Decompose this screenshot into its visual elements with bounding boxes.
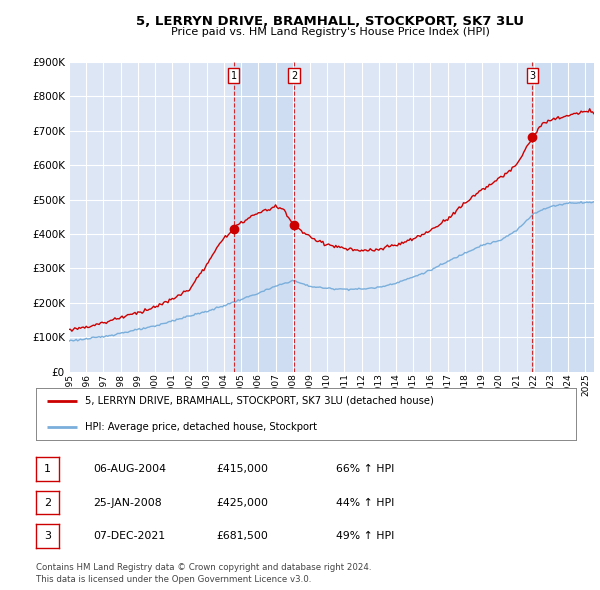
Text: 2: 2 — [44, 498, 51, 507]
Text: 25-JAN-2008: 25-JAN-2008 — [93, 498, 161, 507]
Bar — [532, 62, 594, 372]
Text: This data is licensed under the Open Government Licence v3.0.: This data is licensed under the Open Gov… — [36, 575, 311, 584]
Text: Contains HM Land Registry data © Crown copyright and database right 2024.: Contains HM Land Registry data © Crown c… — [36, 563, 371, 572]
Text: 49% ↑ HPI: 49% ↑ HPI — [336, 531, 394, 540]
Text: 5, LERRYN DRIVE, BRAMHALL, STOCKPORT, SK7 3LU: 5, LERRYN DRIVE, BRAMHALL, STOCKPORT, SK… — [136, 15, 524, 28]
Text: Price paid vs. HM Land Registry's House Price Index (HPI): Price paid vs. HM Land Registry's House … — [170, 27, 490, 37]
Text: £425,000: £425,000 — [216, 498, 268, 507]
Text: £681,500: £681,500 — [216, 531, 268, 540]
Text: 07-DEC-2021: 07-DEC-2021 — [93, 531, 165, 540]
Text: 3: 3 — [44, 531, 51, 540]
Text: 2: 2 — [291, 71, 297, 81]
Text: £415,000: £415,000 — [216, 464, 268, 474]
Text: HPI: Average price, detached house, Stockport: HPI: Average price, detached house, Stoc… — [85, 422, 317, 431]
Text: 44% ↑ HPI: 44% ↑ HPI — [336, 498, 394, 507]
Text: 1: 1 — [231, 71, 237, 81]
Bar — [234, 62, 294, 372]
Text: 66% ↑ HPI: 66% ↑ HPI — [336, 464, 394, 474]
Text: 3: 3 — [529, 71, 535, 81]
Text: 5, LERRYN DRIVE, BRAMHALL, STOCKPORT, SK7 3LU (detached house): 5, LERRYN DRIVE, BRAMHALL, STOCKPORT, SK… — [85, 396, 433, 405]
Text: 06-AUG-2004: 06-AUG-2004 — [93, 464, 166, 474]
Text: 1: 1 — [44, 464, 51, 474]
